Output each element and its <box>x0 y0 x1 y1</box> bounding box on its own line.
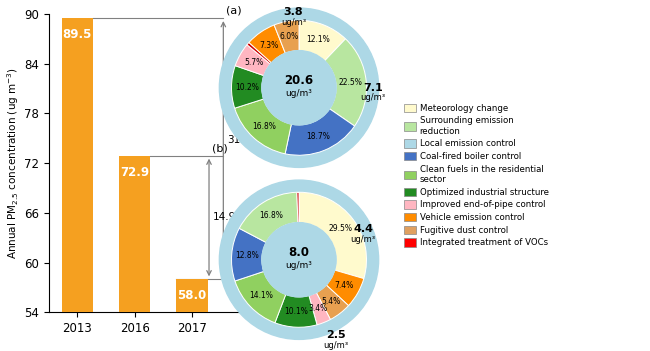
Wedge shape <box>231 66 264 108</box>
Bar <box>176 279 207 351</box>
Text: ug/m³: ug/m³ <box>281 18 306 27</box>
Text: 12.8%: 12.8% <box>235 251 259 260</box>
Text: 10.1%: 10.1% <box>285 307 309 316</box>
Text: ug/m³: ug/m³ <box>285 89 313 98</box>
Text: 12.1%: 12.1% <box>306 35 330 44</box>
Text: ug/m³: ug/m³ <box>324 341 348 350</box>
Wedge shape <box>235 271 286 323</box>
Text: 5.7%: 5.7% <box>244 58 263 67</box>
Wedge shape <box>239 192 298 243</box>
Wedge shape <box>299 20 346 61</box>
Text: 14.1%: 14.1% <box>250 291 274 300</box>
Wedge shape <box>299 192 367 279</box>
Circle shape <box>262 51 336 125</box>
Text: 2.5: 2.5 <box>326 330 346 340</box>
Text: 16.8%: 16.8% <box>252 122 276 131</box>
Text: 72.9: 72.9 <box>120 166 149 179</box>
Text: 7.3%: 7.3% <box>260 40 279 49</box>
Text: 31.5: 31.5 <box>227 135 251 145</box>
Wedge shape <box>309 293 330 325</box>
Text: 89.5: 89.5 <box>62 28 92 41</box>
Text: 29.5%: 29.5% <box>328 224 352 233</box>
Wedge shape <box>326 270 364 306</box>
Wedge shape <box>274 20 299 53</box>
Wedge shape <box>235 45 270 75</box>
Text: (a): (a) <box>226 6 242 16</box>
Circle shape <box>262 223 336 297</box>
Text: 18.7%: 18.7% <box>306 132 330 140</box>
Wedge shape <box>231 229 266 281</box>
Text: 4.4: 4.4 <box>353 224 373 234</box>
Text: (b): (b) <box>212 143 227 153</box>
Y-axis label: Annual PM$_{2.5}$ concentration (ug m$^{-3}$): Annual PM$_{2.5}$ concentration (ug m$^{… <box>5 67 21 259</box>
Text: ug/m³: ug/m³ <box>361 93 386 102</box>
Text: ug/m³: ug/m³ <box>285 261 313 270</box>
Legend: Meteorology change, Surrounding emission
reduction, Local emission control, Coal: Meteorology change, Surrounding emission… <box>404 104 549 247</box>
Wedge shape <box>249 25 285 63</box>
Text: 6.0%: 6.0% <box>280 32 299 41</box>
Wedge shape <box>285 109 355 155</box>
Wedge shape <box>324 39 367 126</box>
Text: 58.0: 58.0 <box>177 289 207 302</box>
Bar <box>62 18 93 351</box>
Bar <box>119 156 150 351</box>
Wedge shape <box>297 192 299 223</box>
Wedge shape <box>247 42 272 64</box>
Text: 5.4%: 5.4% <box>321 297 340 305</box>
Wedge shape <box>235 99 291 154</box>
Text: 14.9: 14.9 <box>213 212 237 223</box>
Text: 7.4%: 7.4% <box>335 281 354 290</box>
Text: 10.2%: 10.2% <box>235 82 259 92</box>
Text: 20.6: 20.6 <box>285 74 313 87</box>
Text: 8.0: 8.0 <box>289 246 309 259</box>
Circle shape <box>219 180 379 339</box>
Text: 7.1: 7.1 <box>363 83 383 93</box>
Text: ug/m³: ug/m³ <box>350 235 376 244</box>
Text: 16.8%: 16.8% <box>259 211 283 220</box>
Text: 3.8: 3.8 <box>284 7 304 17</box>
Text: 22.5%: 22.5% <box>339 78 363 87</box>
Circle shape <box>219 8 379 167</box>
Wedge shape <box>275 294 317 327</box>
Text: 3.4%: 3.4% <box>309 304 328 312</box>
Wedge shape <box>317 285 348 319</box>
